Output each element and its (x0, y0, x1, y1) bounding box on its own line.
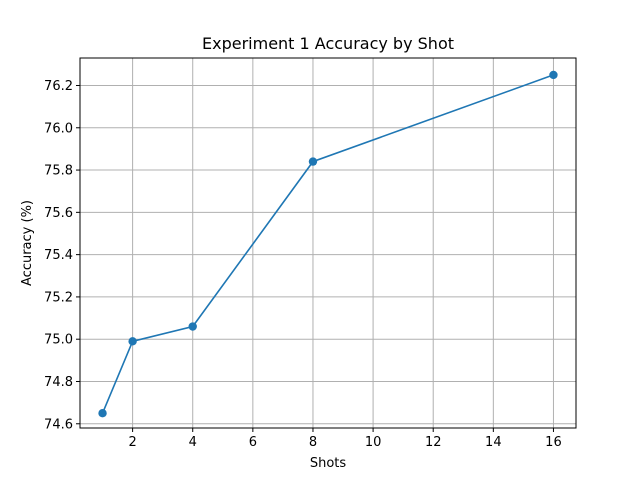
y-tick-label: 75.6 (44, 206, 73, 221)
y-tick-label: 76.2 (44, 79, 73, 94)
chart-title: Experiment 1 Accuracy by Shot (202, 34, 454, 53)
x-tick-label: 16 (545, 435, 562, 450)
grid-layer (80, 58, 576, 428)
x-tick-label: 10 (365, 435, 382, 450)
plot-frame (79, 57, 577, 429)
y-tick-label: 75.8 (44, 164, 73, 179)
x-axis-label: Shots (310, 456, 347, 471)
data-point (188, 322, 197, 331)
y-tick-label: 74.6 (44, 417, 73, 432)
x-tick-label: 8 (309, 435, 317, 450)
data-point (128, 337, 137, 346)
x-tick-label: 12 (425, 435, 442, 450)
y-tick-label: 75.2 (44, 290, 73, 305)
x-tick-label: 2 (128, 435, 136, 450)
data-point (98, 409, 107, 418)
series-line (101, 74, 554, 414)
series-layer (98, 70, 558, 418)
y-axis-label: Accuracy (%) (20, 200, 35, 286)
data-point (308, 157, 318, 166)
y-tick-label: 76.0 (44, 121, 73, 136)
y-tick-label: 75.0 (44, 333, 73, 348)
tick-layer: 2 4 6 8 10 12 14 16 74.6 74.8 75.0 75.2 75.4 75.6 75.8… (44, 79, 562, 450)
y-tick-label: 74.8 (44, 375, 73, 390)
data-point (549, 70, 558, 80)
x-tick-label: 6 (249, 435, 257, 450)
y-tick-label: 75.4 (44, 248, 73, 263)
x-tick-label: 14 (485, 435, 502, 450)
x-tick-label: 4 (189, 435, 197, 450)
